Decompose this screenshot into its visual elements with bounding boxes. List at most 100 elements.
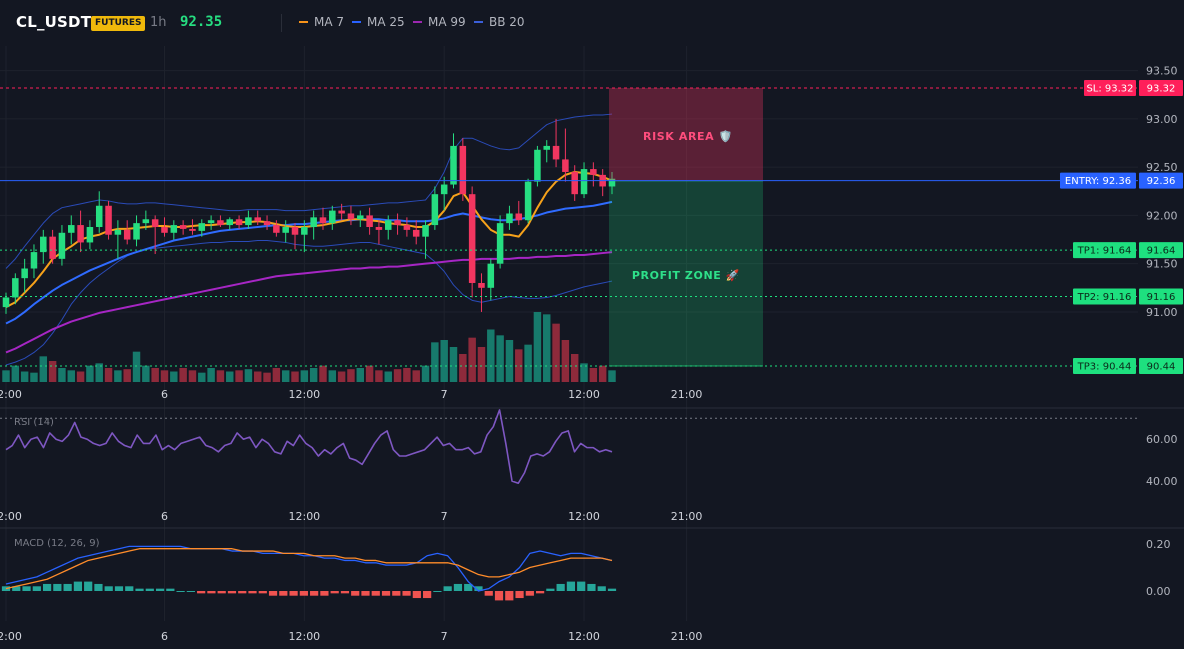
macd-histogram-bar — [381, 591, 391, 596]
macd-histogram-bar — [197, 591, 206, 594]
volume-bar — [142, 365, 150, 382]
candle-body — [524, 181, 532, 221]
candle-body — [478, 282, 485, 288]
legend-ma7[interactable]: MA 7 — [299, 15, 344, 29]
tp3-axis-tag — [1139, 358, 1183, 374]
macd-histogram-bar — [248, 591, 257, 594]
volume-bar — [67, 370, 75, 382]
volume-bar — [561, 340, 570, 382]
volume-bar — [608, 370, 616, 382]
macd-histogram-bar — [299, 591, 308, 596]
macd-tick-label: 0.00 — [1146, 585, 1171, 598]
volume-bar — [30, 372, 38, 382]
candle-body — [347, 213, 355, 220]
volume-bar — [2, 370, 10, 382]
candle-body — [235, 219, 243, 226]
macd-indicator: 0.20 0.00 — [1, 538, 1171, 601]
main-price-axis[interactable]: 93.50 93.00 92.50 92.00 91.50 91.00 — [1146, 65, 1178, 319]
macd-histogram-bar — [145, 588, 154, 591]
macd-histogram-bar — [166, 588, 175, 591]
candle-body — [245, 217, 252, 226]
candle-body — [95, 205, 103, 227]
candle-body — [142, 219, 150, 224]
main-indicators — [5, 113, 613, 366]
legend-ma25-swatch — [352, 20, 361, 23]
candle-body — [310, 217, 317, 227]
candle-body — [496, 223, 504, 264]
main-pane[interactable]: RISK AREA 🛡️ PROFIT ZONE 🚀 SL: 93.32 93.3… — [0, 65, 1183, 382]
candle-body — [133, 223, 140, 240]
candle-body — [515, 213, 523, 221]
time-tick-label: 12:00 — [0, 510, 22, 523]
volume-bar — [328, 370, 337, 382]
ma99-line — [5, 251, 613, 354]
candle-body — [459, 145, 467, 195]
macd-histogram-bar — [238, 591, 247, 594]
volume-bar — [515, 349, 523, 382]
macd-pane[interactable]: MACD (12, 26, 9) 0.20 0.00 — [1, 538, 1171, 601]
profit-zone — [609, 181, 763, 366]
rsi-pane[interactable]: RSI (14) 60.00 40.00 — [0, 409, 1178, 488]
macd-histogram-bar — [453, 583, 463, 591]
macd-histogram-bar — [176, 591, 185, 592]
candle-body — [450, 145, 457, 185]
tp2-axis-tag — [1139, 288, 1183, 305]
candle-body — [2, 297, 10, 308]
candle-body — [105, 205, 112, 235]
candle-body — [179, 225, 187, 229]
candle-body — [571, 171, 578, 195]
legend-ma25[interactable]: MA 25 — [352, 15, 405, 29]
macd-histogram-bar — [556, 583, 565, 591]
candle-body — [319, 217, 327, 224]
volume-bar — [39, 356, 48, 382]
price-tick-label: 91.00 — [1146, 306, 1178, 319]
candle-body — [384, 220, 392, 230]
entry-axis-tag — [1139, 172, 1183, 189]
sl-axis-tag — [1139, 80, 1183, 96]
legend-ma99[interactable]: MA 99 — [413, 15, 466, 29]
macd-histogram-bar — [566, 581, 576, 591]
volume-bar — [524, 344, 532, 382]
futures-badge: FUTURES — [91, 16, 146, 31]
candle-body — [357, 215, 364, 220]
ma7-line — [5, 170, 613, 309]
timeframe-label[interactable]: 1h — [150, 15, 167, 30]
volume-bar — [449, 347, 458, 382]
entry-axis-price: 92.36 — [1147, 176, 1176, 187]
candle-body — [580, 169, 588, 195]
candle-body — [67, 225, 75, 233]
macd-histogram-bar — [186, 591, 195, 592]
time-tick-label: 12:00 — [568, 388, 600, 401]
volume-bar — [412, 370, 420, 382]
candle-body — [534, 149, 541, 182]
volume-bar — [58, 368, 66, 382]
candle-body — [329, 210, 336, 224]
volume-bar — [431, 342, 439, 382]
macd-histogram-bar — [597, 586, 606, 591]
legend-bb20[interactable]: BB 20 — [474, 15, 525, 29]
price-tick-label: 93.00 — [1146, 113, 1178, 126]
candle-body — [254, 217, 261, 222]
volume-bar — [104, 368, 113, 382]
candle-body — [282, 227, 289, 233]
macd-histogram-bar — [464, 583, 473, 591]
macd-histogram-bar — [505, 591, 514, 601]
macd-histogram-bar — [73, 581, 83, 591]
candle-body — [263, 221, 271, 226]
volume-bar — [272, 368, 281, 382]
volume-bar — [598, 365, 607, 382]
tp1-level-label: TP1: 91.64 — [1077, 246, 1132, 257]
volume-bar — [309, 368, 318, 382]
symbol-name[interactable]: CL_USDT — [16, 13, 92, 31]
candle-body — [189, 228, 196, 231]
macd-histogram-bar — [94, 583, 103, 591]
volume-bar — [384, 371, 392, 382]
bb-upper-line — [5, 113, 613, 269]
tp1-level-tag — [1073, 242, 1136, 259]
candle-body — [12, 278, 19, 298]
macd-histogram-bar — [361, 591, 370, 596]
macd-tick-label: 0.20 — [1146, 538, 1171, 551]
candle-body — [161, 227, 168, 233]
time-tick-label: 6 — [161, 388, 168, 401]
